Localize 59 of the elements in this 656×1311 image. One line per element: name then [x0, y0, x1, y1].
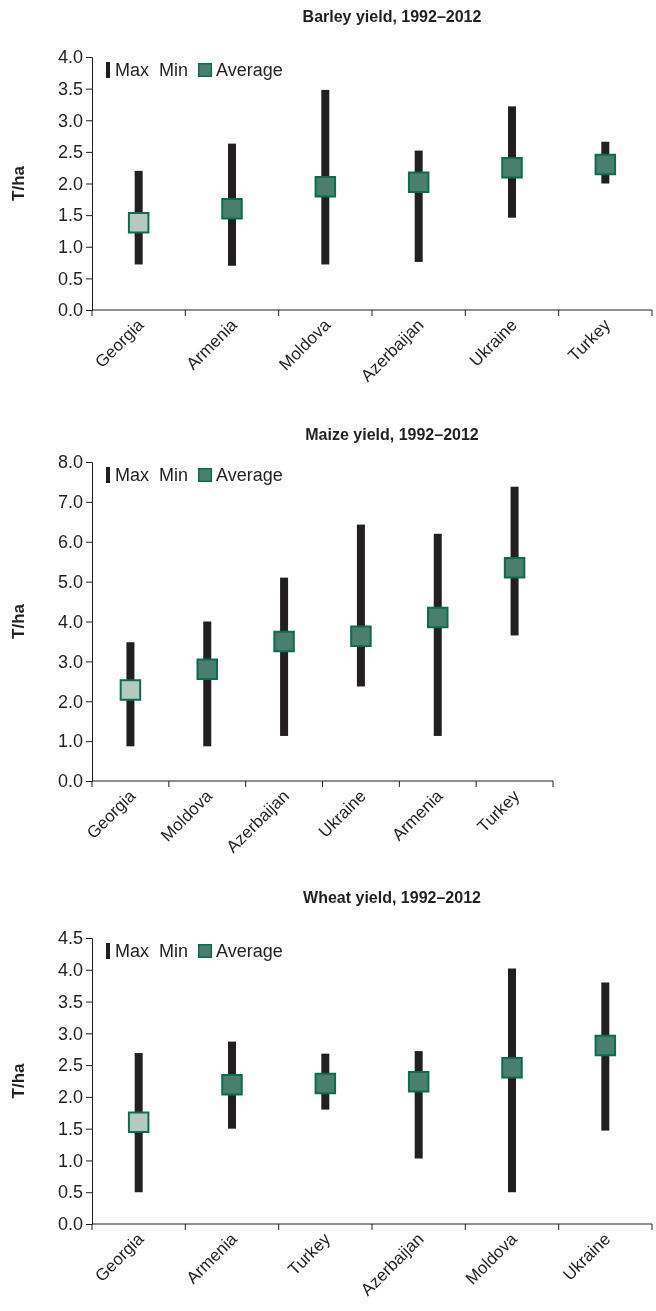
point	[127, 211, 150, 234]
point	[221, 198, 243, 220]
legend-label: Average	[216, 465, 283, 485]
y-tick-label: 8.0	[57, 452, 83, 473]
point	[427, 606, 449, 629]
legend-label: Average	[216, 60, 283, 80]
y-tick-label: 3.0	[57, 1023, 83, 1044]
point	[221, 1074, 243, 1096]
y-tick-label: 0.5	[57, 1182, 83, 1203]
legend-label: Max Min	[115, 60, 189, 80]
y-tick-label: 2.5	[57, 142, 83, 163]
chart-title: Wheat yield, 1992–2012	[303, 889, 482, 906]
y-axis-title: T/ha	[9, 603, 28, 639]
point	[119, 679, 142, 701]
y-tick-label: 2.5	[57, 1055, 83, 1076]
chart-title: Barley yield, 1992–2012	[302, 8, 482, 25]
point	[594, 1034, 617, 1057]
point	[273, 630, 295, 653]
point	[314, 175, 337, 198]
y-tick-label: 5.0	[57, 571, 83, 592]
point	[501, 156, 523, 179]
y-tick-label: 1.0	[57, 731, 83, 752]
y-tick-label: 0.0	[57, 771, 83, 792]
y-tick-label: 7.0	[57, 492, 83, 513]
y-tick-label: 4.0	[57, 611, 83, 632]
y-tick-label: 4.0	[57, 47, 83, 68]
legend-label: Max Min	[115, 465, 189, 485]
y-tick-label: 1.5	[57, 205, 83, 226]
bar	[508, 968, 516, 1193]
y-tick-label: 0.0	[57, 300, 83, 321]
y-tick-label: 2.0	[57, 691, 83, 712]
y-tick-label: 0.5	[57, 268, 83, 289]
y-tick-label: 2.0	[57, 1087, 83, 1108]
point	[407, 1070, 430, 1093]
chart-title: Maize yield, 1992–2012	[305, 426, 479, 443]
y-tick-label: 3.0	[57, 110, 83, 131]
y-tick-label: 1.5	[57, 1118, 83, 1139]
y-tick-label: 4.0	[57, 960, 83, 981]
legend-label: Average	[216, 941, 283, 961]
point	[127, 1111, 150, 1134]
point	[196, 658, 218, 681]
y-tick-label: 0.0	[57, 1214, 83, 1235]
y-tick-label: 4.5	[57, 928, 83, 949]
y-tick-label: 1.0	[57, 237, 83, 258]
point	[407, 171, 430, 193]
y-axis-title: T/ha	[9, 165, 28, 201]
y-tick-label: 1.0	[57, 1150, 83, 1171]
point	[594, 153, 617, 176]
y-tick-label: 6.0	[57, 532, 83, 553]
legend-label: Max Min	[115, 941, 189, 961]
y-tick-label: 3.5	[57, 78, 83, 99]
point	[350, 625, 372, 647]
point	[503, 556, 526, 579]
y-tick-label: 3.5	[57, 991, 83, 1012]
y-axis-title: T/ha	[9, 1062, 28, 1099]
point	[314, 1072, 337, 1095]
point	[501, 1056, 523, 1079]
y-tick-label: 2.0	[57, 173, 83, 194]
y-tick-label: 3.0	[57, 651, 83, 672]
